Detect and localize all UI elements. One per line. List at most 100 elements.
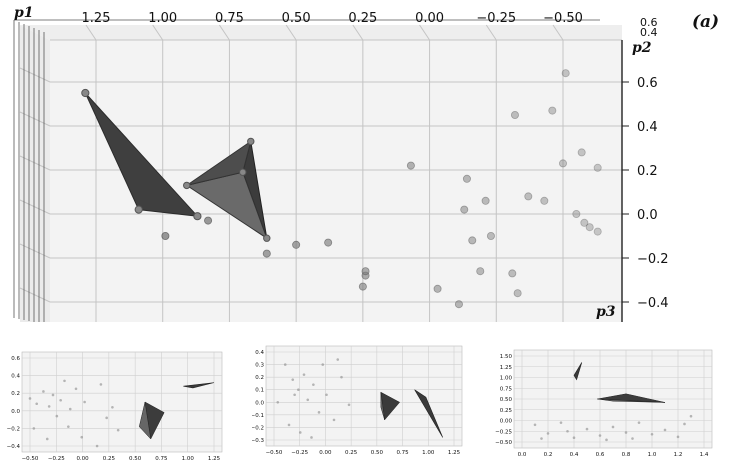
p1-tick-label: 1.00 [148,11,177,26]
data-point [663,428,667,432]
data-point [559,159,568,168]
subplot-x-tick: −0.25 [291,450,308,456]
subplot-x-tick: 0.00 [319,450,332,456]
subplot-x-tick: 0.50 [371,450,384,456]
data-point [585,223,594,232]
subplot-y-tick: 0.75 [500,386,513,392]
data-point [317,411,321,414]
tetra-face-front [597,398,666,403]
subplot-x-tick: 1.00 [422,450,435,456]
subplot-y-tick: 0.2 [11,391,20,397]
data-point [476,267,485,276]
data-point [513,289,522,298]
subplot-x-tick: 1.2 [674,452,683,458]
subplot-y-tick: 0.25 [500,408,513,414]
data-point [572,436,576,439]
data-point [406,161,415,170]
data-point [486,231,495,240]
vertex-point [263,234,271,242]
data-point [116,428,120,432]
data-point [111,405,114,409]
subplot-y-tick: 0.3 [255,363,264,369]
data-point [650,432,654,436]
subplot-y-tick: 0.4 [255,350,264,356]
panel-title: (a) [692,12,719,32]
subplot-x-tick: 0.0 [518,452,527,458]
triangle-shape [84,92,199,217]
left-edge-lines [13,19,600,322]
p1-tick-label: 0.00 [415,11,444,26]
axis-label-p3: p3 [596,304,616,320]
data-point [312,383,315,386]
data-point [63,379,66,383]
subplot-y-tick: 0.0 [255,400,264,406]
data-point [460,205,469,214]
data-point [306,398,310,402]
vertex-point [81,88,90,98]
vertex-point [193,212,202,221]
top-floor [20,25,622,40]
data-point [74,387,78,391]
subplot-x-tick: 0.2 [544,452,553,458]
p2-tick-label: 0.4 [637,120,658,135]
data-point [332,418,336,422]
subplot-y-tick: 1.50 [500,354,513,360]
data-point [55,414,59,418]
subplot-y-tick: 0.0 [11,409,20,415]
data-point [45,437,49,441]
subplot-right: 0.0 0.2 0.4 0.6 0.8 1.0 1.2 1.4 1.50 1.25 1.00 0.75… [495,349,713,458]
subplot-y-tick: 0.2 [255,375,264,381]
tetra-face-front [380,392,385,420]
data-point [298,431,302,434]
data-point [548,106,557,115]
data-point [80,435,84,439]
p2-tick-label: 0.6 [637,76,658,91]
data-point [433,284,442,293]
subplot-grid [514,350,712,448]
subplot-y-tick: 0.50 [500,397,513,403]
data-point [47,405,51,408]
corner-tick-label: 0.6 [640,16,658,29]
p1-tick-label: −0.25 [476,11,516,26]
data-point [204,216,213,225]
subplot-y-tick: 1.25 [500,365,513,371]
subplot-left: −0.50 −0.25 0.00 0.25 0.50 0.75 1.00 1.25 0.6 0.4… [7,351,223,462]
data-point [347,403,351,407]
data-point [561,69,570,78]
subplot-y-tick: −0.1 [252,413,264,419]
data-point [637,421,641,424]
data-point [302,373,306,376]
subplot-x-tick: −0.50 [266,450,283,456]
subplot-x-tick: 0.75 [155,456,168,462]
data-point [566,429,569,433]
data-point [293,393,296,397]
p2-tick-label: −0.2 [637,252,669,267]
data-point [593,163,602,172]
subplot-y-tick: −0.2 [252,425,264,431]
data-point [51,393,55,397]
tetra-face-top [186,140,252,186]
subplot-panel [265,345,463,447]
subplot-x-tick: 0.6 [596,452,605,458]
data-point [59,398,62,402]
data-point [358,282,367,291]
triangle-shape [414,389,444,438]
subplot-x-tick: 1.00 [182,456,195,462]
subplot-y-tick: −0.25 [495,429,512,435]
p1-tick-label: 1.25 [82,11,111,26]
data-point [99,383,103,386]
data-point [585,427,589,431]
vertex-point [247,137,255,146]
p2-tick-label: −0.4 [637,296,669,311]
data-point [35,402,39,406]
subplot-x-tick: 0.8 [622,452,631,458]
data-point [510,111,519,120]
triangle-shape [183,382,215,389]
vertex-point [183,181,191,190]
data-point [580,218,589,227]
subplot-y-tick: 0.00 [500,419,513,425]
data-point [161,231,170,240]
data-point [325,393,328,397]
subplot-y-tick: 0.6 [11,356,20,362]
data-point [540,437,543,440]
